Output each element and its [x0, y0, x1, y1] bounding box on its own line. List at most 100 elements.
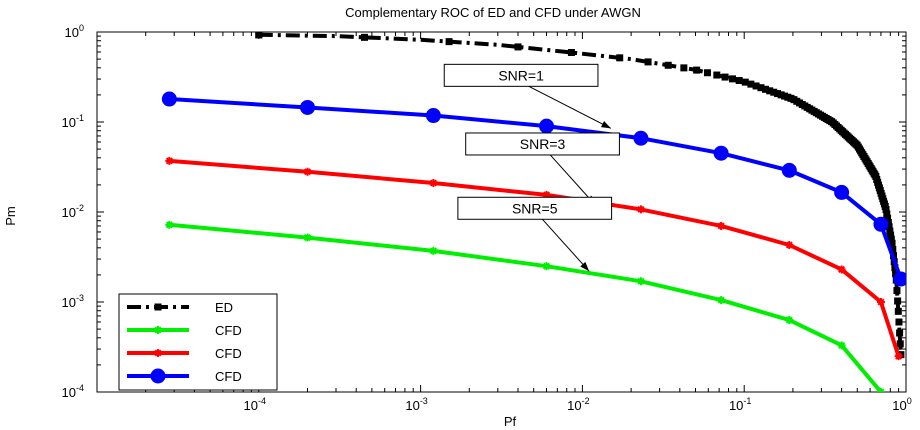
data-point: [887, 231, 895, 239]
legend-marker: [154, 326, 162, 334]
data-point: [735, 77, 743, 85]
annotation-snr: SNR=3: [465, 132, 620, 206]
data-point: [757, 84, 765, 92]
data-point: [770, 88, 778, 96]
legend: ED CFD CFD CFD: [118, 293, 278, 391]
data-point: [303, 233, 312, 242]
annotation-snr: SNR=5: [457, 196, 613, 272]
data-point: [542, 262, 551, 271]
legend-label: CFD: [215, 323, 242, 338]
annotation-text: SNR=1: [498, 67, 544, 83]
data-point: [633, 130, 649, 146]
data-point: [747, 80, 755, 88]
data-point: [717, 221, 726, 230]
chart-title: Complementary ROC of ED and CFD under AW…: [345, 5, 641, 20]
data-point: [895, 318, 903, 326]
x-tick-label: 10-3: [405, 396, 427, 413]
data-point: [664, 61, 672, 69]
data-point: [774, 90, 782, 98]
data-point: [893, 271, 906, 287]
data-point: [884, 214, 892, 222]
data-point: [834, 184, 850, 200]
data-point: [567, 48, 575, 56]
data-point: [360, 33, 368, 41]
data-point: [300, 99, 316, 115]
data-point: [713, 71, 721, 79]
legend-marker: [154, 303, 162, 311]
data-point: [636, 277, 645, 286]
y-axis-label: Pm: [3, 206, 18, 226]
data-point: [539, 118, 555, 134]
data-point: [837, 341, 846, 350]
legend-label: CFD: [215, 369, 242, 384]
series-3: [161, 91, 906, 287]
annotation-snr: SNR=1: [443, 63, 612, 129]
data-point: [781, 162, 797, 178]
data-point: [713, 145, 729, 161]
data-point: [721, 73, 729, 81]
data-point: [876, 298, 885, 306]
annotation-arrow: [528, 85, 612, 129]
data-point: [894, 297, 902, 305]
data-point: [894, 307, 902, 315]
legend-item: CFD: [127, 346, 242, 361]
data-point: [680, 64, 688, 72]
data-point: [882, 206, 890, 214]
annotation-arrow: [549, 154, 596, 206]
data-point: [165, 156, 174, 165]
data-point: [892, 270, 900, 278]
data-point: [165, 220, 174, 229]
data-point: [703, 69, 711, 77]
x-axis-label: Pf: [504, 414, 517, 429]
legend-label: ED: [215, 300, 233, 315]
series-layer: [161, 32, 906, 392]
x-tick-label: 100: [892, 396, 911, 413]
data-point: [616, 54, 624, 62]
annotation-text: SNR=3: [520, 136, 566, 152]
y-tick-label: 100: [65, 23, 84, 40]
data-point: [883, 210, 891, 218]
annotation-box: [443, 63, 599, 87]
x-tick-label: 10-1: [729, 396, 751, 413]
annotation-arrow: [542, 218, 590, 272]
data-point: [752, 82, 760, 90]
y-tick-label: 10-4: [62, 383, 84, 400]
annotation-arrowhead: [600, 121, 611, 129]
data-point: [728, 75, 736, 83]
data-point: [644, 58, 652, 66]
data-point: [896, 340, 904, 348]
data-point: [785, 316, 794, 325]
legend-item: CFD: [127, 323, 242, 338]
y-tick-label: 10-2: [62, 203, 84, 220]
x-tick-label: 10-4: [244, 396, 266, 413]
data-point: [886, 227, 894, 235]
data-point: [785, 240, 794, 249]
annotation-box: [465, 132, 620, 156]
data-point: [514, 43, 522, 51]
annotation-box: [457, 196, 613, 220]
data-point: [429, 246, 438, 255]
legend-item: ED: [127, 300, 233, 315]
legend-item: CFD: [127, 368, 242, 384]
data-point: [429, 179, 438, 187]
series-2: [165, 156, 903, 361]
annotation-arrowhead: [580, 261, 590, 272]
data-point: [837, 265, 846, 274]
series-line: [169, 97, 903, 280]
data-point: [303, 167, 312, 176]
data-point: [717, 296, 726, 305]
annotation-text: SNR=5: [512, 200, 558, 216]
legend-label: CFD: [215, 346, 242, 361]
data-point: [636, 205, 645, 214]
plot-area: 10-4 10-3 10-2 10-1 100 10-4 10-3 10-2 10-1 100 SN…: [62, 23, 912, 413]
data-point: [885, 223, 893, 231]
y-tick-label: 10-1: [62, 113, 84, 130]
legend-marker: [154, 349, 162, 357]
data-point: [766, 87, 774, 95]
data-point: [873, 216, 889, 232]
legend-marker: [150, 368, 166, 384]
data-point: [889, 245, 897, 253]
data-point: [425, 108, 441, 124]
series-line: [169, 158, 901, 357]
data-point: [894, 352, 903, 361]
